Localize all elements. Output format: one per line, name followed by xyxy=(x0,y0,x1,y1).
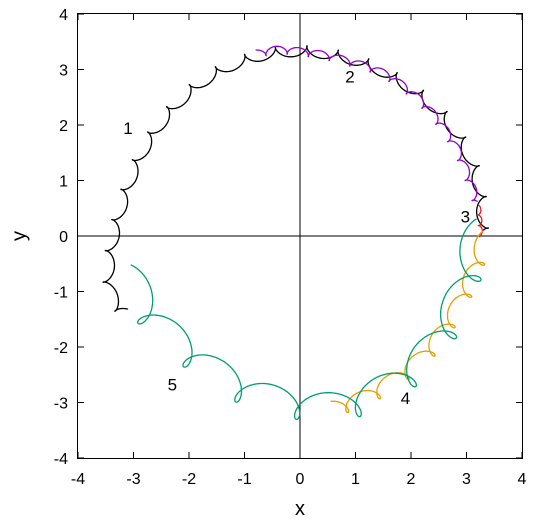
x-axis-label: x xyxy=(295,498,305,520)
series-4-line xyxy=(330,230,486,414)
x-tick-label: -4 xyxy=(71,471,85,488)
series-1-line xyxy=(102,45,490,312)
y-tick-label: -1 xyxy=(54,285,68,302)
annotations: 1 2 3 4 5 xyxy=(123,68,470,408)
series-3-line xyxy=(476,204,483,238)
series-5-line xyxy=(130,218,482,421)
y-axis-label: y xyxy=(8,231,30,241)
plot-frame xyxy=(77,13,523,459)
x-tick-label: -3 xyxy=(126,471,140,488)
y-tick-label: 4 xyxy=(59,7,68,24)
curve-label-1: 1 xyxy=(123,119,132,138)
series-group xyxy=(102,45,490,421)
x-tick-label: 0 xyxy=(296,471,305,488)
y-tick-label: 1 xyxy=(59,174,68,191)
curve-label-5: 5 xyxy=(168,376,177,395)
curve-label-3: 3 xyxy=(461,208,470,227)
y-tick-label: -4 xyxy=(54,451,68,468)
y-tick-label: 3 xyxy=(59,63,68,80)
x-tick-label: -1 xyxy=(237,471,251,488)
x-tick-label: -2 xyxy=(182,471,196,488)
y-tick-label: 2 xyxy=(59,118,68,135)
x-tick-label: 3 xyxy=(462,471,471,488)
x-tick-label: 1 xyxy=(351,471,360,488)
x-tick-label: 4 xyxy=(518,471,527,488)
curve-label-4: 4 xyxy=(401,389,410,408)
zero-lines xyxy=(78,14,522,458)
curve-label-2: 2 xyxy=(345,68,354,87)
series-2-line xyxy=(255,45,478,203)
y-tick-label: -3 xyxy=(54,396,68,413)
y-tick-label: 0 xyxy=(59,229,68,246)
x-tick-label: 2 xyxy=(407,471,416,488)
axis-ticks: -4 -3 -2 -1 0 1 2 3 4 -4 -3 -2 -1 0 1 2 3 4 xyxy=(54,7,527,488)
y-tick-label: -2 xyxy=(54,340,68,357)
